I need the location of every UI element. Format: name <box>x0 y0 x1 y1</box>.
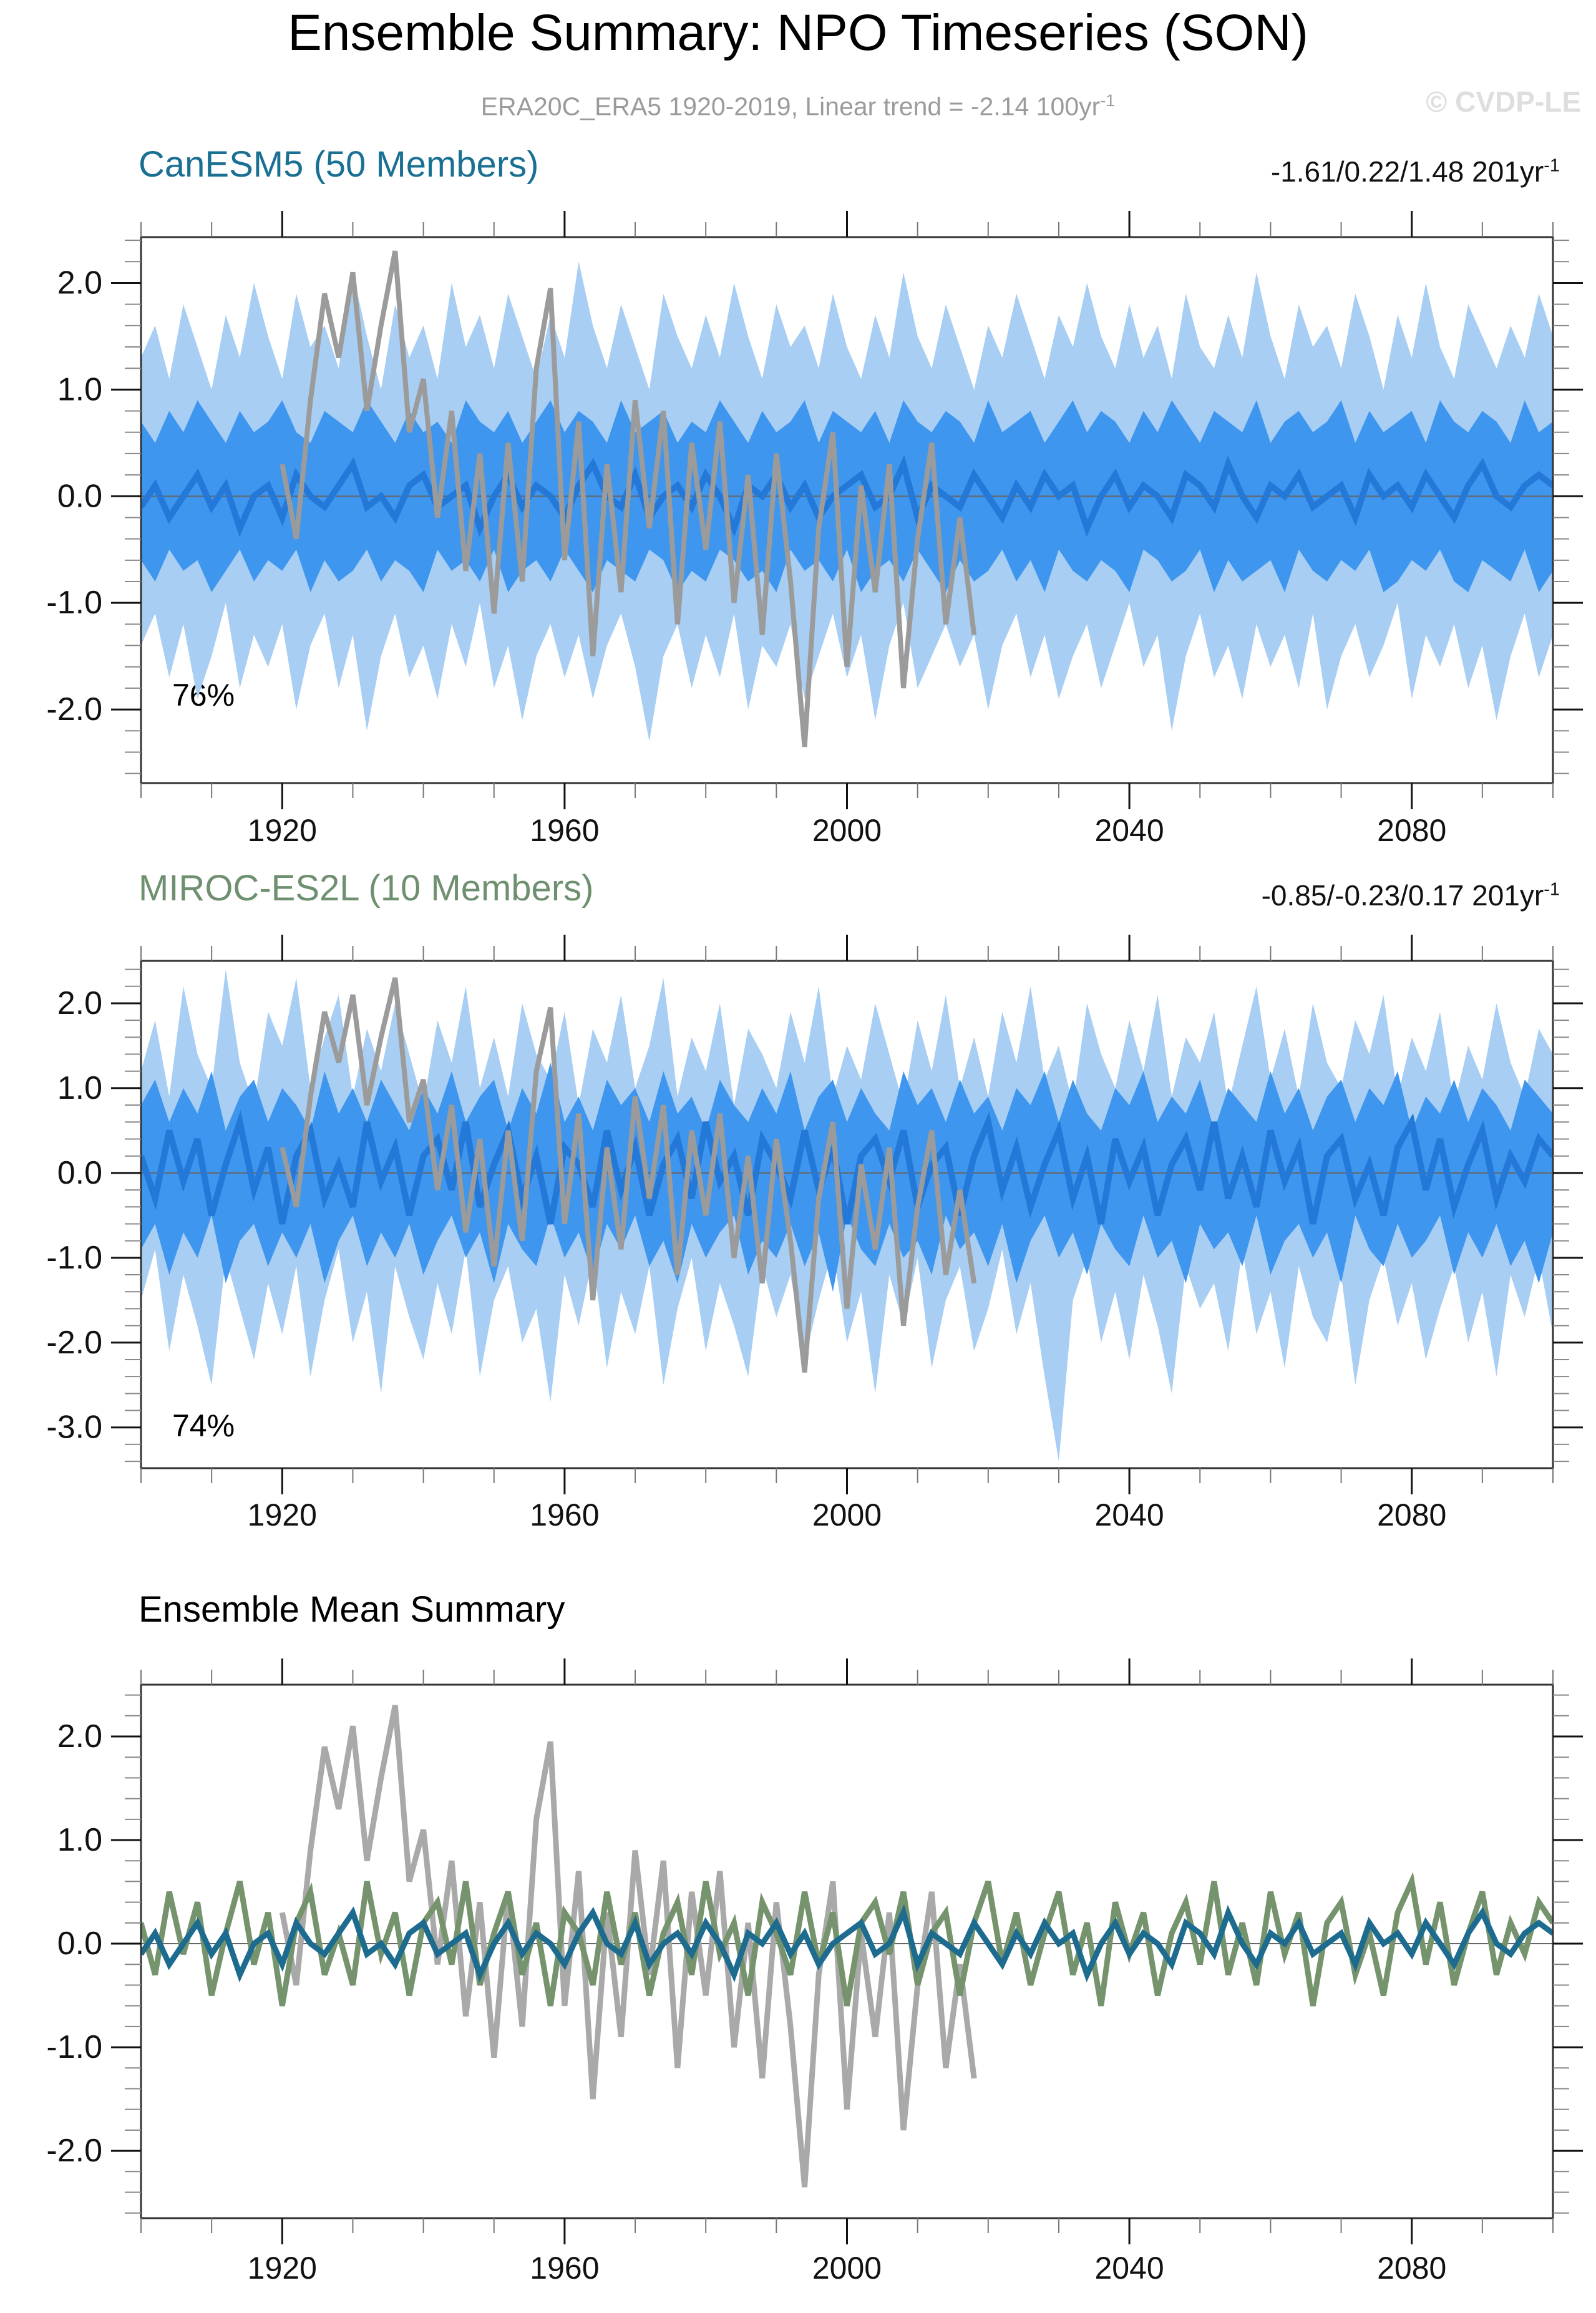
trend-annotation-miroc-es2l-text: -0.85/-0.23/0.17 201yr <box>1261 879 1544 912</box>
reference-subtitle-text: ERA20C_ERA5 1920-2019, Linear trend = -2… <box>480 92 1101 121</box>
svg-text:2040: 2040 <box>1094 2251 1164 2286</box>
observation-line <box>280 977 977 1373</box>
canesm5-ensemble-mean-line <box>141 454 1553 537</box>
svg-text:0.0: 0.0 <box>57 1926 102 1962</box>
trend-annotation-canesm5-text: -1.61/0.22/1.48 201yr <box>1270 155 1544 188</box>
svg-text:1.0: 1.0 <box>57 371 102 407</box>
svg-text:2040: 2040 <box>1094 1497 1164 1532</box>
canesm5-axes: 2.0 1.0 0.0 -1.0 -2.0 1920 1960 2000 2040 2080 <box>46 211 1583 848</box>
panel-title-miroc-es2l: MIROC-ES2L (10 Members) <box>139 868 594 908</box>
svg-text:-2.0: -2.0 <box>46 2133 102 2169</box>
svg-text:2000: 2000 <box>812 2251 882 2286</box>
canesm5-plot-area <box>141 250 1553 747</box>
svg-text:-1.0: -1.0 <box>46 1240 102 1276</box>
svg-text:-1.0: -1.0 <box>46 2029 102 2065</box>
svg-text:1.0: 1.0 <box>57 1822 102 1858</box>
agreement-label-miroc-es2l: 74% <box>172 1408 235 1443</box>
svg-text:2000: 2000 <box>812 1497 882 1532</box>
svg-text:2080: 2080 <box>1377 1497 1446 1532</box>
observation-line <box>280 250 977 747</box>
svg-text:1920: 1920 <box>248 1497 317 1532</box>
svg-text:0.0: 0.0 <box>57 1155 102 1191</box>
svg-text:1920: 1920 <box>248 2251 317 2286</box>
svg-text:-2.0: -2.0 <box>46 1325 102 1361</box>
page-title: Ensemble Summary: NPO Timeseries (SON) <box>288 4 1308 61</box>
svg-text:1960: 1960 <box>530 1497 599 1532</box>
trend-annotation-canesm5-exponent: -1 <box>1544 155 1560 176</box>
svg-text:1920: 1920 <box>248 813 317 848</box>
svg-text:2.0: 2.0 <box>57 1718 102 1755</box>
canesm5-panel: 2.0 1.0 0.0 -1.0 -2.0 1920 1960 2000 2040 2080 <box>46 211 1583 848</box>
ensemble-mean-summary-panel: 2.0 1.0 0.0 -1.0 -2.0 1920 1960 2000 2040 2080 <box>46 1658 1583 2286</box>
miroc-es2l-plot-area <box>141 969 1553 1462</box>
svg-text:-3.0: -3.0 <box>46 1410 102 1446</box>
miroc-es2l-panel: 2.0 1.0 0.0 -1.0 -2.0 -3.0 1920 1960 2000 2040 208… <box>46 935 1583 1532</box>
svg-text:1960: 1960 <box>530 2251 599 2286</box>
reference-subtitle-exponent: -1 <box>1100 91 1116 110</box>
svg-text:1960: 1960 <box>530 813 599 848</box>
reference-subtitle: ERA20C_ERA5 1920-2019, Linear trend = -2… <box>0 91 1596 122</box>
ensemble-mean-summary-plot-area <box>141 1705 1553 2188</box>
svg-text:-1.0: -1.0 <box>46 585 102 621</box>
miroc-es2l-axes: 2.0 1.0 0.0 -1.0 -2.0 -3.0 1920 1960 2000 2040 208… <box>46 935 1583 1532</box>
svg-text:1.0: 1.0 <box>57 1070 102 1106</box>
miroc-es2l-ensemble-mean-line <box>141 1110 1553 1225</box>
svg-text:2.0: 2.0 <box>57 985 102 1021</box>
svg-text:2080: 2080 <box>1377 813 1446 848</box>
svg-text:-2.0: -2.0 <box>46 691 102 728</box>
panel-title-ensemble-mean-summary: Ensemble Mean Summary <box>139 1589 565 1630</box>
miroc-es2l-mean-line <box>141 1872 1553 2007</box>
agreement-label-canesm5: 76% <box>172 678 235 713</box>
trend-annotation-miroc-es2l-exponent: -1 <box>1544 879 1560 900</box>
svg-text:2040: 2040 <box>1094 813 1164 848</box>
trend-annotation-miroc-es2l: -0.85/-0.23/0.17 201yr-1 <box>873 879 1560 912</box>
svg-text:2.0: 2.0 <box>57 265 102 301</box>
svg-text:2000: 2000 <box>812 813 882 848</box>
trend-annotation-canesm5: -1.61/0.22/1.48 201yr-1 <box>873 155 1560 188</box>
svg-text:0.0: 0.0 <box>57 478 102 514</box>
svg-text:2080: 2080 <box>1377 2251 1446 2286</box>
panel-title-canesm5: CanESM5 (50 Members) <box>139 144 539 185</box>
miroc-es2l-inner-band <box>141 1063 1553 1292</box>
watermark: © CVDP-LE <box>1426 85 1581 118</box>
canesm5-mean-line <box>141 1904 1553 1983</box>
ensemble-mean-summary-axes: 2.0 1.0 0.0 -1.0 -2.0 1920 1960 2000 2040 2080 <box>46 1658 1583 2286</box>
